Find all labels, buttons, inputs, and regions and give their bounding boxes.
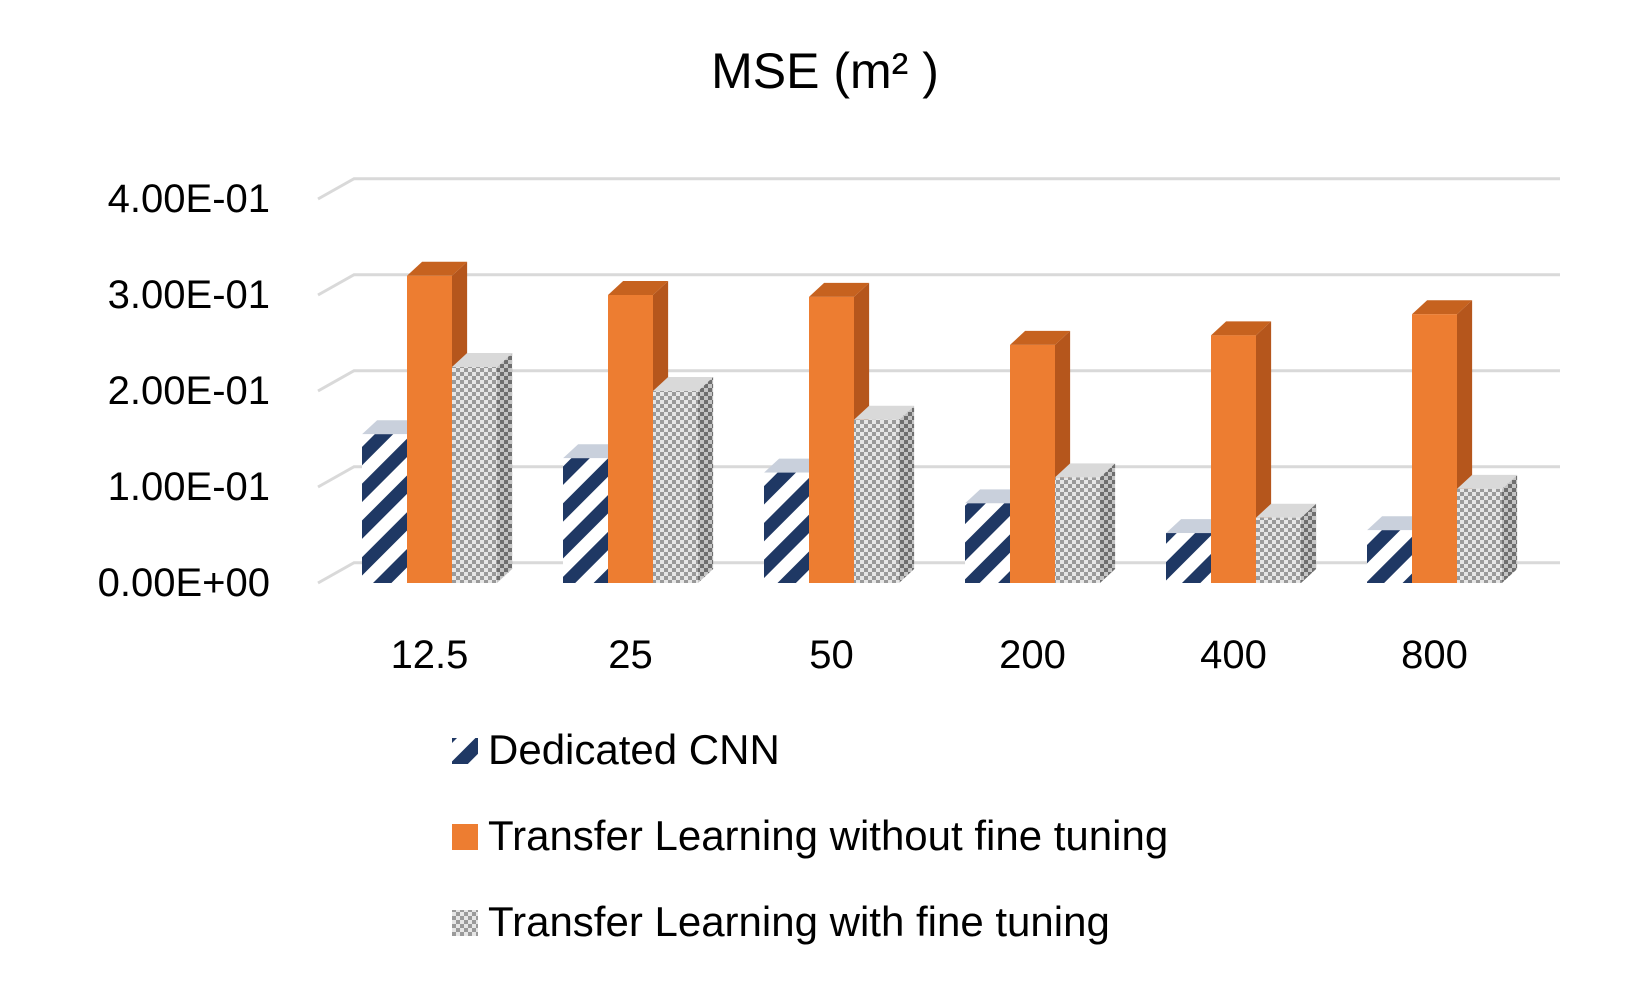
- bar-top-face: [608, 281, 669, 295]
- legend-swatch: [452, 738, 478, 764]
- bar-tl-with-fine-tuning-50: [854, 405, 915, 583]
- bar-front-face: [1055, 477, 1100, 583]
- x-category-label: 200: [999, 633, 1066, 677]
- legend: Dedicated CNN Transfer Learning without f…: [452, 726, 1168, 945]
- bar-side-face: [1502, 474, 1518, 583]
- bar-side-face: [1301, 503, 1317, 583]
- bar-front-face: [764, 472, 809, 583]
- bar-front-face: [809, 296, 854, 583]
- bar-top-face: [452, 353, 513, 367]
- gridline: [317, 561, 1560, 585]
- bar-top-face: [1055, 463, 1116, 478]
- legend-label: Dedicated CNN: [488, 726, 780, 773]
- bar-top-face: [1211, 321, 1272, 336]
- bar-top-face: [1412, 300, 1473, 315]
- bar-front-face: [1367, 530, 1412, 583]
- bar-front-face: [965, 503, 1010, 583]
- bar-top-face: [1457, 474, 1518, 489]
- bar-front-face: [653, 391, 698, 583]
- bar-front-face: [1211, 335, 1256, 583]
- bar-tl-with-fine-tuning-25: [653, 377, 714, 583]
- bar-front-face: [1457, 488, 1502, 583]
- y-tick-label: 1.00E-01: [108, 465, 270, 509]
- legend-item-dedicated-cnn: Dedicated CNN: [452, 726, 780, 773]
- bar-top-face: [1256, 503, 1317, 518]
- bar-tl-without-fine-tuning-800: [1412, 300, 1473, 583]
- bar-front-face: [452, 367, 497, 583]
- x-axis-category-labels: 12.5 25 50 200 400 800: [391, 633, 1468, 677]
- bar-front-face: [1412, 314, 1457, 583]
- legend-label: Transfer Learning with fine tuning: [488, 898, 1110, 945]
- gridline: [317, 273, 1560, 297]
- bar-top-face: [407, 261, 468, 276]
- bar-side-face: [698, 377, 714, 583]
- legend-item-tl-without-fine-tuning: Transfer Learning without fine tuning: [452, 812, 1168, 859]
- x-category-label: 400: [1200, 633, 1267, 677]
- bar-tl-with-fine-tuning-200: [1055, 463, 1116, 583]
- bar-top-face: [1010, 330, 1071, 345]
- gridlines: [317, 177, 1560, 585]
- x-category-label: 12.5: [391, 633, 469, 677]
- bar-front-face: [1010, 344, 1055, 583]
- y-tick-label: 4.00E-01: [108, 177, 270, 221]
- y-tick-label: 3.00E-01: [108, 273, 270, 317]
- legend-swatch: [452, 910, 478, 936]
- gridline: [317, 177, 1560, 201]
- y-tick-label: 2.00E-01: [108, 369, 270, 413]
- y-tick-label: 0.00E+00: [98, 561, 270, 605]
- bar-top-face: [854, 405, 915, 420]
- gridline: [317, 369, 1560, 393]
- legend-swatch: [452, 824, 478, 850]
- bar-tl-with-fine-tuning-12.5: [452, 353, 513, 583]
- x-category-label: 800: [1401, 633, 1468, 677]
- bar-top-face: [809, 282, 870, 297]
- legend-item-tl-with-fine-tuning: Transfer Learning with fine tuning: [452, 898, 1110, 945]
- y-axis-tick-labels: 0.00E+00 1.00E-01 2.00E-01 3.00E-01 4.00E-01: [98, 177, 270, 605]
- bar-tl-with-fine-tuning-800: [1457, 474, 1518, 583]
- bar-front-face: [362, 434, 407, 583]
- bar-front-face: [608, 295, 653, 583]
- bar-side-face: [497, 353, 513, 583]
- x-category-label: 50: [809, 633, 854, 677]
- x-category-label: 25: [608, 633, 653, 677]
- bar-front-face: [407, 275, 452, 583]
- bar-side-face: [1100, 463, 1116, 583]
- gridline: [317, 465, 1560, 489]
- chart-title: MSE (m² ): [711, 43, 939, 99]
- bar-top-face: [653, 377, 714, 391]
- bar-front-face: [563, 458, 608, 583]
- legend-label: Transfer Learning without fine tuning: [488, 812, 1168, 859]
- bar-front-face: [1166, 533, 1211, 583]
- bars: [362, 261, 1518, 583]
- bar-tl-with-fine-tuning-400: [1256, 503, 1317, 583]
- bar-front-face: [854, 419, 899, 583]
- bar-front-face: [1256, 517, 1301, 583]
- bar-side-face: [899, 405, 915, 583]
